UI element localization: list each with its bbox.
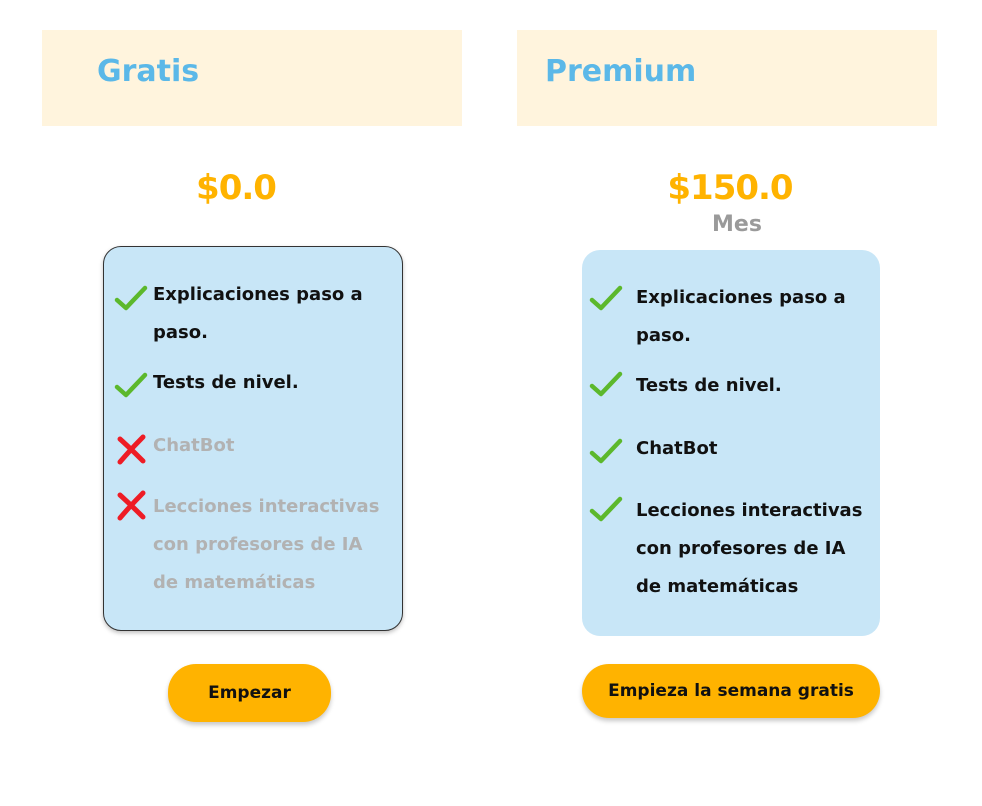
check-icon	[589, 371, 623, 397]
check-icon	[114, 285, 148, 311]
premium-plan-header: Premium	[517, 30, 937, 126]
feature-label: Lecciones interactivas con profesores de…	[153, 496, 380, 593]
feature-label: Explicaciones paso a paso.	[636, 287, 846, 346]
feature-label: Lecciones interactivas con profesores de…	[636, 500, 863, 597]
free-plan-price: $0.0	[196, 168, 277, 208]
cross-icon	[117, 434, 146, 465]
cross-icon	[117, 490, 146, 521]
free-features-card: Explicaciones paso a paso. Tests de nive…	[103, 246, 403, 631]
check-icon	[114, 372, 148, 398]
feature-label: Tests de nivel.	[636, 375, 782, 396]
feature-label: Tests de nivel.	[153, 372, 299, 393]
premium-plan-period: Mes	[712, 212, 762, 237]
check-icon	[589, 496, 623, 522]
start-free-week-button[interactable]: Empieza la semana gratis	[582, 664, 880, 718]
check-icon	[589, 438, 623, 464]
premium-plan-title: Premium	[545, 54, 697, 89]
premium-plan-price: $150.0	[667, 168, 793, 208]
check-icon	[589, 285, 623, 311]
feature-label: ChatBot	[636, 438, 718, 459]
start-free-button[interactable]: Empezar	[168, 664, 331, 722]
free-plan-header: Gratis	[42, 30, 462, 126]
feature-label: Explicaciones paso a paso.	[153, 284, 363, 343]
premium-features-card: Explicaciones paso a paso. Tests de nive…	[582, 250, 880, 636]
free-plan-title: Gratis	[97, 54, 200, 89]
feature-label: ChatBot	[153, 435, 235, 456]
